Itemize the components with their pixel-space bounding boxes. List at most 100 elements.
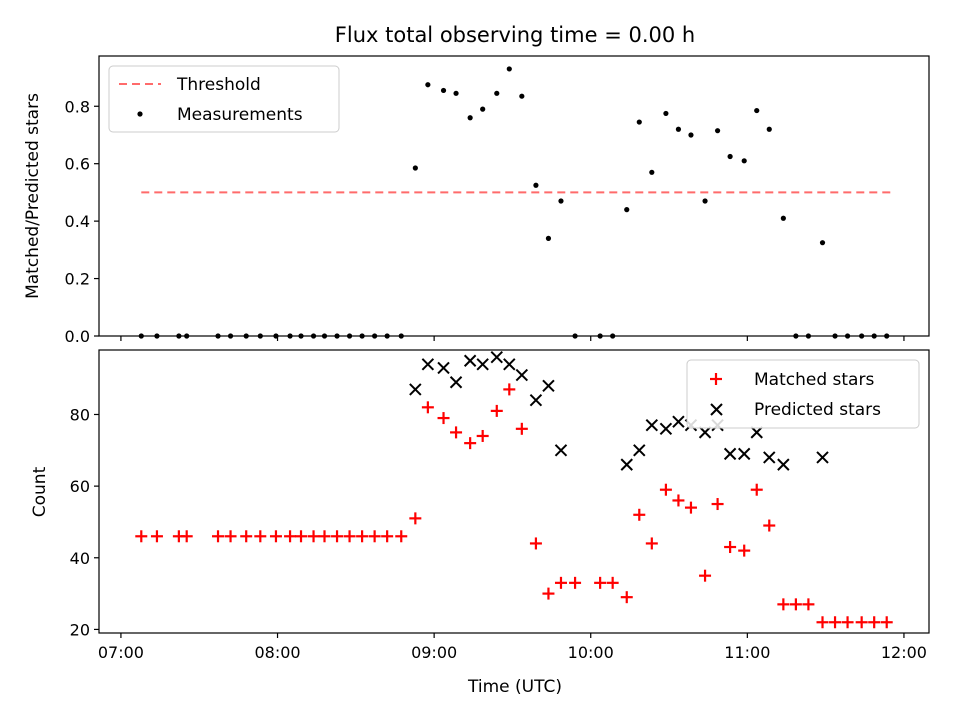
predicted-star-point [633, 444, 646, 457]
matched-star-point [684, 501, 697, 514]
measurements-legend-label: Measurements [177, 105, 303, 125]
matched-star-point [515, 422, 528, 435]
ratio-y-tick-label: 0.6 [65, 155, 90, 174]
matched-star-point [150, 530, 163, 543]
matched-legend-swatch [710, 373, 722, 385]
matched-star-point [711, 498, 724, 511]
predicted-star-point [409, 383, 422, 396]
predicted-star-point [490, 350, 503, 364]
measurement-point [714, 128, 721, 134]
predicted-star-point [542, 379, 555, 393]
threshold-legend-label: Threshold [176, 75, 261, 95]
predicted-star-point [645, 419, 659, 432]
predicted-star-point [698, 426, 712, 439]
measurement-point [702, 198, 708, 204]
measurement-point [494, 90, 500, 96]
measurement-point [440, 87, 447, 94]
predicted-star-point [449, 376, 463, 389]
measurement-point [741, 158, 747, 164]
matched-star-point [421, 401, 434, 414]
matched-star-point [802, 598, 815, 611]
measurement-point [453, 90, 459, 96]
matched-star-point [645, 537, 658, 550]
measurement-point [649, 169, 655, 175]
matched-star-point [868, 616, 881, 629]
predicted-star-point [529, 393, 543, 407]
x-tick-label: 12:00 [881, 643, 927, 662]
matched-star-point [855, 616, 868, 629]
x-tick-label: 08:00 [254, 643, 300, 662]
matched-star-point [777, 598, 790, 611]
matched-star-point [307, 530, 320, 543]
count-legend: Matched stars Predicted stars [686, 359, 920, 429]
matched-star-point [254, 530, 267, 543]
measurement-point [624, 207, 630, 213]
x-tick-label: 07:00 [98, 643, 144, 662]
matched-star-point [724, 541, 737, 554]
measurement-point [467, 115, 473, 121]
matched-star-point [672, 494, 685, 507]
matched-star-point [699, 569, 712, 582]
matched-star-point [295, 530, 308, 543]
matched-star-point [476, 429, 489, 442]
predicted-star-point [816, 451, 829, 464]
matched-star-point [409, 512, 422, 525]
matched-star-point [738, 544, 751, 557]
count-legend-box [686, 359, 920, 429]
matched-star-point [841, 616, 854, 629]
x-axis-label: Time (UTC) [467, 677, 562, 697]
ratio-panel-frame [98, 55, 930, 337]
matched-star-point [368, 530, 381, 543]
matched-star-point [569, 576, 582, 589]
matched-star-point [620, 591, 633, 604]
predicted-star-point [620, 458, 633, 471]
ratio-y-tick-label: 0.0 [65, 327, 90, 346]
ratio-y-tick-label: 0.2 [65, 270, 90, 289]
x-tick-label: 11:00 [724, 643, 770, 662]
matched-star-point [224, 530, 237, 543]
ratio-y-axis-label: Matched/Predicted stars [23, 93, 43, 299]
matched-star-point [240, 530, 253, 543]
matched-star-point [529, 537, 542, 550]
measurement-point [558, 198, 564, 204]
matched-star-point [331, 530, 344, 543]
matched-star-point [437, 412, 450, 425]
predicted-star-point [750, 426, 763, 439]
predicted-star-point [515, 368, 529, 382]
measurement-point [766, 126, 772, 132]
matched-star-point [554, 576, 567, 589]
matched-star-point [464, 437, 477, 450]
matched-star-point [381, 530, 394, 543]
matched-star-point [490, 404, 503, 417]
matched-star-point [318, 530, 331, 543]
measurement-point [688, 132, 694, 138]
predicted-star-point [503, 358, 516, 371]
measurement-point [780, 215, 786, 221]
ratio-legend: Threshold Measurements [108, 65, 340, 133]
matched-star-point [343, 530, 356, 543]
matched-star-point [789, 598, 802, 611]
matched-star-point [606, 576, 619, 589]
x-tick-label: 10:00 [568, 643, 614, 662]
matched-star-point [633, 508, 646, 521]
predicted-star-point [659, 422, 673, 436]
matched-star-point [659, 483, 672, 496]
matched-star-point [880, 616, 893, 629]
measurement-point [425, 82, 431, 88]
measurements-legend-swatch [137, 111, 143, 117]
measurement-point [754, 107, 760, 114]
matched-star-point [750, 483, 763, 496]
matched-star-point [395, 530, 408, 543]
matched-star-point [594, 576, 607, 589]
predicted-star-point [777, 458, 790, 471]
count-y-axis-label: Count [30, 466, 50, 517]
predicted-legend-swatch [710, 403, 723, 416]
matched-star-point [180, 530, 193, 543]
measurement-point [636, 119, 642, 125]
measurement-point [675, 126, 682, 132]
matched-star-point [503, 383, 516, 396]
x-tick-label: 09:00 [411, 643, 457, 662]
measurement-point [727, 153, 733, 160]
predicted-star-point [554, 444, 568, 457]
